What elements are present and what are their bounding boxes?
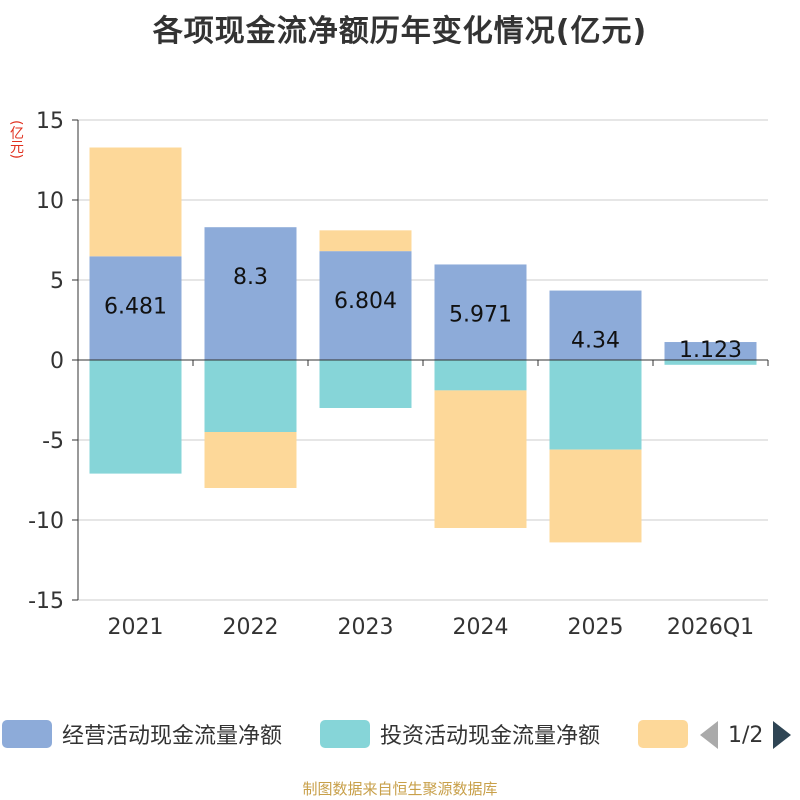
legend-item-financing[interactable] xyxy=(638,716,698,752)
y-tick-label-6: -15 xyxy=(28,589,64,614)
bar-2-2023 xyxy=(319,230,412,252)
bar-0-2022 xyxy=(204,227,297,360)
data-label-2026Q1: 1.123 xyxy=(679,338,742,363)
legend-label-operating: 经营活动现金流量净额 xyxy=(62,724,283,749)
bar-0-2023 xyxy=(319,251,412,360)
bar-2-2021 xyxy=(89,147,182,257)
x-tick-label-2022: 2022 xyxy=(223,615,279,640)
legend-label-investing: 投资活动现金流量净额 xyxy=(380,724,601,749)
data-label-2023: 6.804 xyxy=(334,289,397,314)
x-tick-label-2026Q1: 2026Q1 xyxy=(667,615,754,640)
bar-0-2021 xyxy=(89,256,182,360)
bar-2-2022 xyxy=(204,432,297,488)
legend-item-operating[interactable]: 经营活动现金流量净额 xyxy=(2,716,282,752)
next-page-icon[interactable] xyxy=(773,721,792,749)
x-tick-label-2024: 2024 xyxy=(453,615,509,640)
data-source-note: 制图数据来自恒生聚源数据库 xyxy=(302,780,498,798)
y-tick-label-4: -5 xyxy=(42,429,64,454)
legend-page-indicator: 1/2 xyxy=(728,722,764,748)
bar-2-2025 xyxy=(549,449,642,543)
bar-0-2024 xyxy=(434,264,527,360)
bar-1-2022 xyxy=(204,360,297,432)
bar-1-2026Q1 xyxy=(664,360,757,365)
x-tick-label-2023: 2023 xyxy=(338,615,394,640)
x-tick-label-2025: 2025 xyxy=(568,615,624,640)
legend-item-investing[interactable]: 投资活动现金流量净额 xyxy=(320,716,600,752)
y-tick-label-5: -10 xyxy=(28,509,64,534)
data-label-2025: 4.34 xyxy=(571,329,620,354)
x-tick-label-2021: 2021 xyxy=(108,615,164,640)
data-label-2021: 6.481 xyxy=(104,294,167,319)
bar-1-2025 xyxy=(549,360,642,450)
legend-swatch-operating xyxy=(2,720,52,748)
chart-title: 各项现金流净额历年变化情况(亿元) xyxy=(152,14,648,49)
bar-1-2024 xyxy=(434,360,527,391)
y-tick-label-1: 10 xyxy=(36,189,64,214)
legend: 经营活动现金流量净额 投资活动现金流量净额 1/2 xyxy=(0,712,800,756)
legend-swatch-investing xyxy=(320,720,370,748)
bar-0-2026Q1 xyxy=(664,342,757,360)
data-label-2024: 5.971 xyxy=(449,302,512,327)
prev-page-icon[interactable] xyxy=(700,721,718,749)
legend-pager: 1/2 xyxy=(700,718,792,752)
data-label-2022: 8.3 xyxy=(233,265,268,290)
bar-0-2025 xyxy=(549,290,642,360)
bar-2-2024 xyxy=(434,390,527,528)
y-tick-label-0: 15 xyxy=(36,109,64,134)
y-axis-unit-label: (亿元) xyxy=(8,120,24,159)
bar-1-2023 xyxy=(319,360,412,408)
y-tick-label-2: 5 xyxy=(50,269,64,294)
legend-swatch-financing xyxy=(638,720,688,748)
stacked-bar-chart: 6.481 8.3 6.804 5.971 4.34 1.123 15 10 5 0 -5 -10 -1… xyxy=(28,109,769,640)
y-tick-label-3: 0 xyxy=(50,349,64,374)
bar-1-2021 xyxy=(89,360,182,474)
